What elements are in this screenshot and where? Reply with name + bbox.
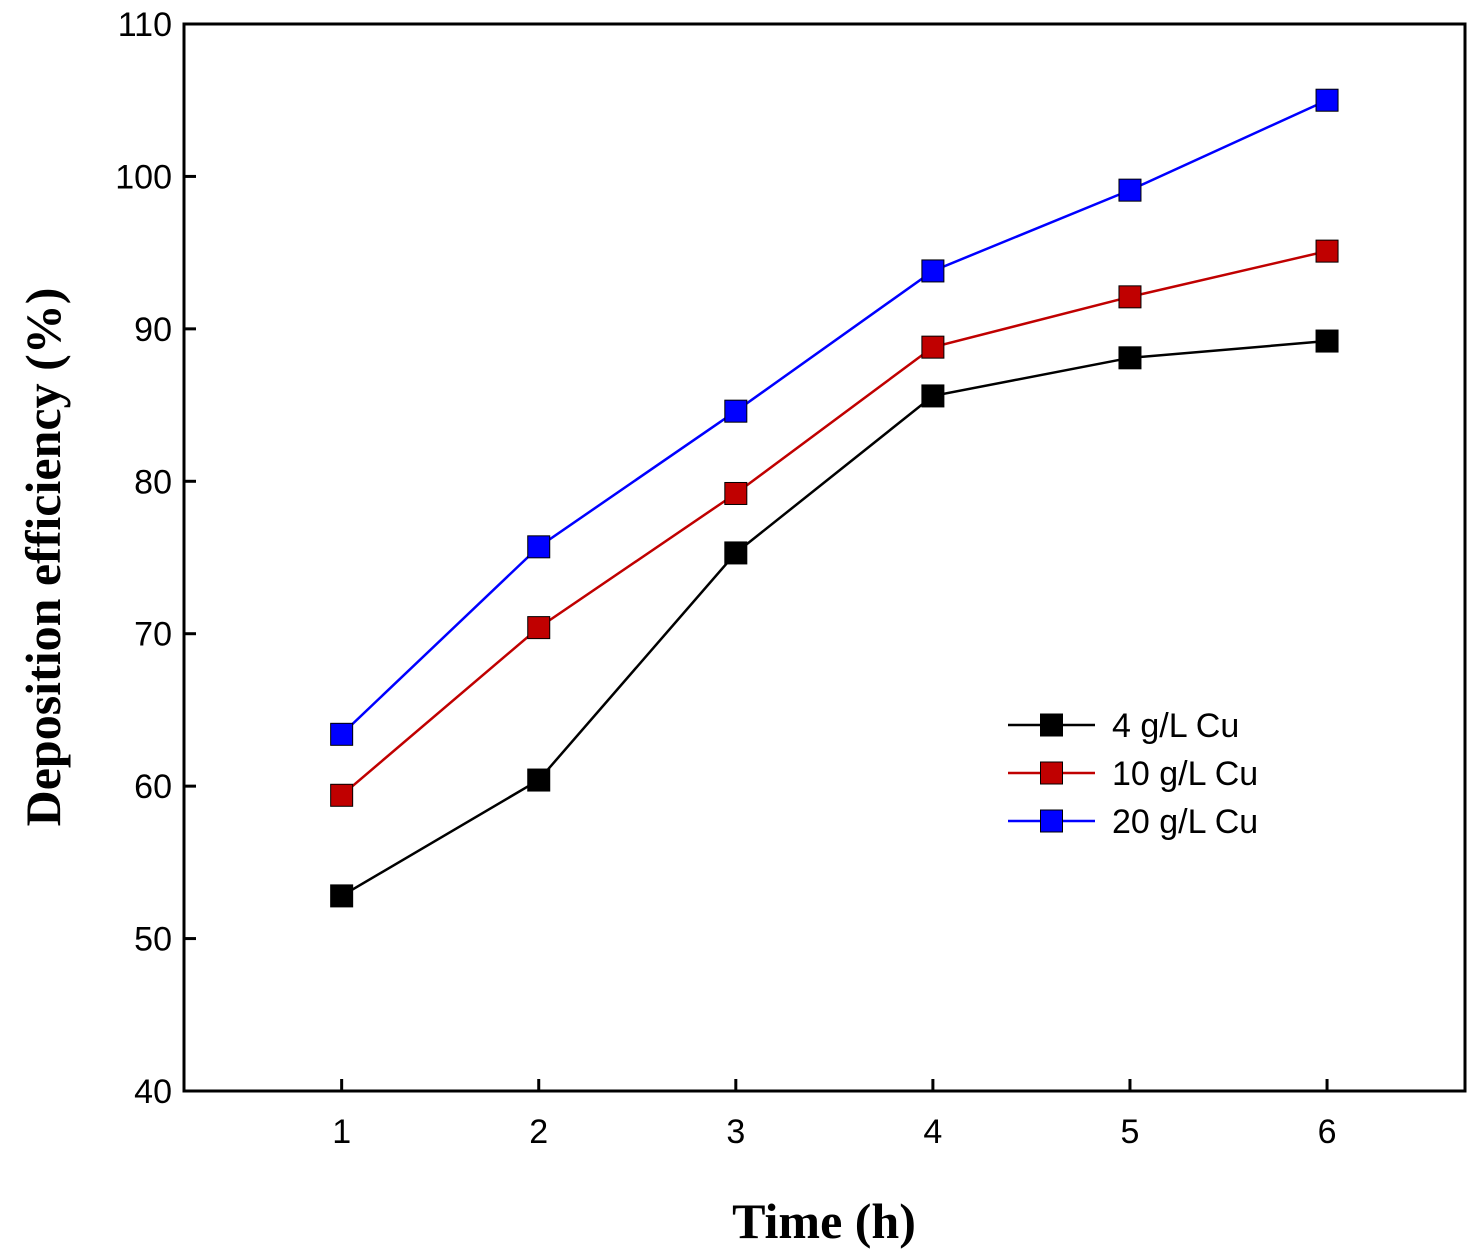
legend-item: 10 g/L Cu — [1008, 755, 1258, 793]
y-tick-label: 90 — [134, 311, 172, 349]
legend-marker — [1040, 809, 1063, 833]
data-point — [330, 783, 354, 807]
y-tick-label: 100 — [115, 158, 172, 196]
data-point — [921, 384, 945, 408]
series-2 — [330, 239, 1339, 807]
x-tick-label: 5 — [1121, 1113, 1140, 1151]
plot-frame — [182, 22, 1467, 1093]
legend-label: 4 g/L Cu — [1112, 707, 1239, 745]
data-point — [527, 768, 551, 792]
series-layer — [330, 88, 1339, 908]
x-tick-label: 3 — [726, 1113, 745, 1151]
data-point — [1315, 88, 1339, 112]
data-point — [1315, 239, 1339, 263]
data-point — [724, 399, 748, 423]
data-point — [330, 722, 354, 746]
y-tick-label: 70 — [134, 616, 172, 654]
data-point — [527, 616, 551, 640]
data-point — [1118, 285, 1142, 309]
series-1 — [330, 329, 1339, 908]
legend-marker — [1040, 761, 1063, 785]
legend-marker — [1040, 713, 1063, 737]
x-axis-title: Time (h) — [732, 1193, 916, 1249]
x-tick-label: 2 — [529, 1113, 548, 1151]
x-tick-label: 1 — [332, 1113, 351, 1151]
legend-item: 20 g/L Cu — [1008, 803, 1258, 841]
y-tick-label: 50 — [134, 921, 172, 959]
series-line — [341, 339, 1328, 897]
x-axis: 1 2 3 4 5 6 — [332, 1079, 1337, 1151]
series-line — [340, 99, 1328, 736]
legend: 4 g/L Cu 10 g/L Cu 20 g/L Cu — [1008, 707, 1258, 841]
data-point — [921, 335, 945, 359]
data-point — [724, 541, 748, 565]
y-tick-label: 80 — [134, 463, 172, 501]
y-tick-label: 60 — [134, 768, 172, 806]
y-tick-label: 110 — [118, 6, 172, 44]
y-axis-title: Deposition efficiency (%) — [15, 288, 71, 827]
series-line — [340, 249, 1328, 797]
x-tick-label: 6 — [1318, 1113, 1337, 1151]
legend-item: 4 g/L Cu — [1008, 707, 1239, 745]
legend-label: 20 g/L Cu — [1112, 803, 1258, 841]
data-point — [1118, 178, 1142, 202]
data-point — [1315, 329, 1339, 353]
data-point — [921, 259, 945, 283]
y-axis: 40 50 60 70 80 90 100 110 — [115, 6, 196, 1111]
data-point — [724, 481, 748, 505]
data-point — [527, 535, 551, 559]
legend-label: 10 g/L Cu — [1112, 755, 1258, 793]
data-point — [330, 884, 354, 908]
y-tick-label: 40 — [134, 1073, 172, 1111]
data-point — [1118, 346, 1142, 370]
x-tick-label: 4 — [923, 1113, 942, 1151]
series-3 — [330, 88, 1339, 746]
